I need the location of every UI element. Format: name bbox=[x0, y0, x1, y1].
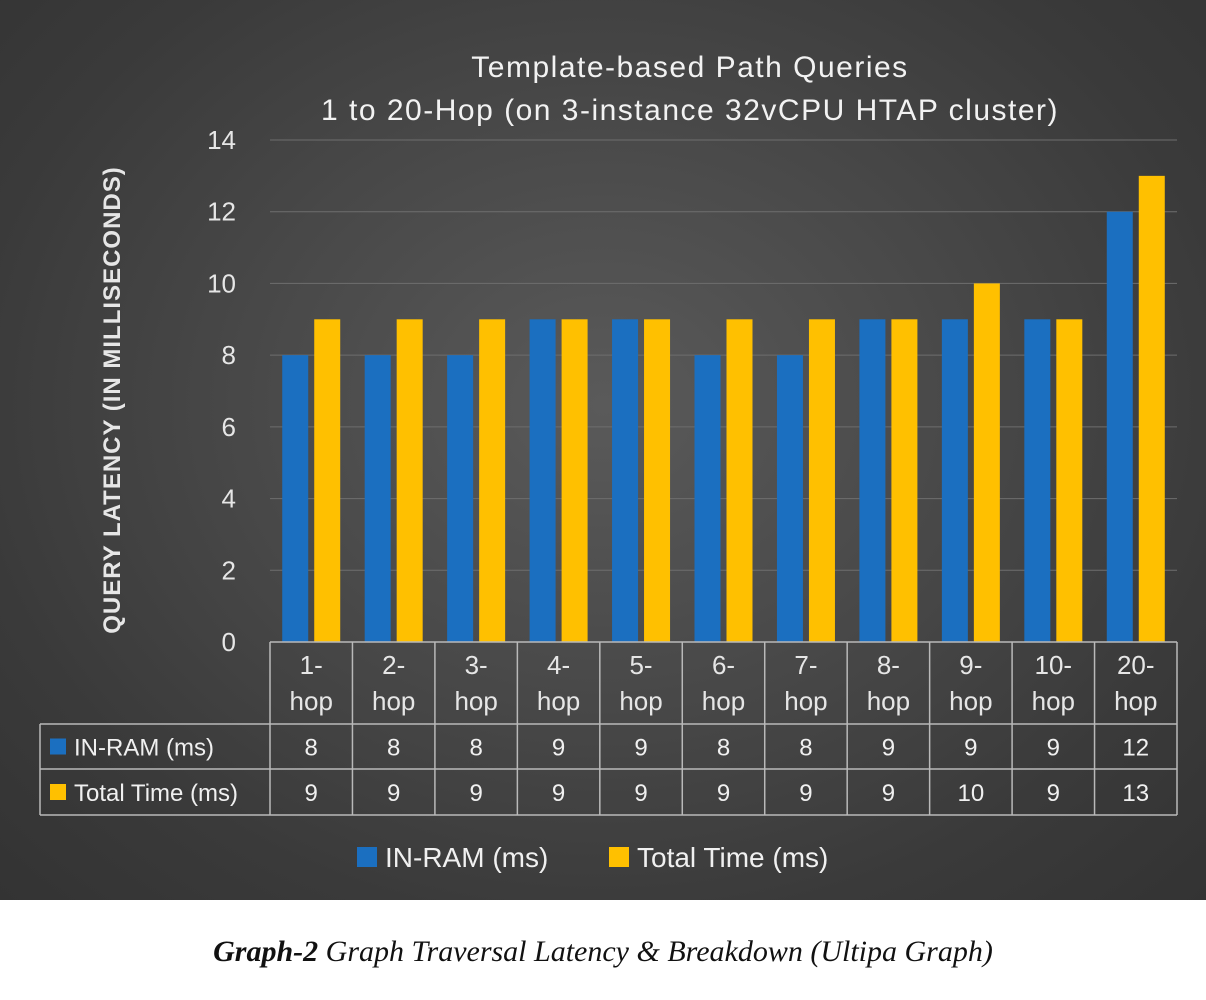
y-tick-label: 0 bbox=[222, 627, 236, 657]
x-tick-label: 7- bbox=[794, 650, 817, 680]
x-tick-label: hop bbox=[537, 686, 580, 716]
bar-total-time bbox=[891, 319, 918, 642]
legend-label-total-time: Total Time (ms) bbox=[637, 842, 828, 873]
table-cell-value: 10 bbox=[958, 780, 985, 807]
x-tick-label: 10- bbox=[1035, 650, 1073, 680]
table-cell-value: 12 bbox=[1122, 735, 1149, 762]
bar-total-time bbox=[479, 319, 506, 642]
table-cell-value: 9 bbox=[717, 780, 730, 807]
bar-total-time bbox=[396, 319, 423, 642]
y-tick-label: 6 bbox=[222, 412, 236, 442]
table-cell-value: 9 bbox=[1047, 780, 1060, 807]
legend-swatch-in-ram bbox=[357, 847, 377, 867]
x-tick-label: hop bbox=[619, 686, 662, 716]
x-tick-label: 5- bbox=[629, 650, 652, 680]
y-tick-label: 14 bbox=[207, 125, 236, 155]
legend-swatch-total-time bbox=[609, 847, 629, 867]
table-cell-value: 9 bbox=[552, 735, 565, 762]
table-cell-value: 8 bbox=[469, 735, 482, 762]
x-tick-label: hop bbox=[949, 686, 992, 716]
table-legend-key bbox=[50, 784, 66, 800]
figure-caption: Graph-2 Graph Traversal Latency & Breakd… bbox=[0, 935, 1206, 969]
bar-in-ram bbox=[1106, 211, 1133, 642]
table-cell-value: 9 bbox=[1047, 735, 1060, 762]
bar-in-ram bbox=[1024, 319, 1051, 642]
bar-total-time bbox=[1056, 319, 1083, 642]
table-row-header: IN-RAM (ms) bbox=[74, 735, 214, 762]
bar-in-ram bbox=[941, 319, 968, 642]
table-cell-value: 8 bbox=[305, 735, 318, 762]
bar-in-ram bbox=[859, 319, 886, 642]
table-cell-value: 8 bbox=[799, 735, 812, 762]
table-cell-value: 9 bbox=[882, 735, 895, 762]
chart-panel: Template-based Path Queries 1 to 20-Hop (… bbox=[0, 0, 1206, 900]
chart-subtitle: 1 to 20-Hop (on 3-instance 32vCPU HTAP c… bbox=[321, 94, 1059, 127]
bar-in-ram bbox=[694, 355, 721, 642]
table-cell-value: 9 bbox=[882, 780, 895, 807]
table-cell-value: 9 bbox=[305, 780, 318, 807]
x-tick-label: 3- bbox=[465, 650, 488, 680]
x-tick-label: 6- bbox=[712, 650, 735, 680]
y-tick-label: 2 bbox=[222, 555, 236, 585]
x-tick-label: hop bbox=[1032, 686, 1075, 716]
x-tick-label: 2- bbox=[382, 650, 405, 680]
x-tick-label: 9- bbox=[959, 650, 982, 680]
chart-title: Template-based Path Queries bbox=[471, 51, 908, 84]
table-legend-key bbox=[50, 738, 66, 755]
x-tick-label: hop bbox=[372, 686, 415, 716]
x-tick-label: hop bbox=[1114, 686, 1157, 716]
bar-total-time bbox=[808, 319, 835, 642]
x-tick-label: hop bbox=[784, 686, 827, 716]
bar-total-time bbox=[726, 319, 753, 642]
table-cell-value: 8 bbox=[717, 735, 730, 762]
table-cell-value: 13 bbox=[1122, 780, 1149, 807]
bar-in-ram bbox=[529, 319, 556, 642]
bar-in-ram bbox=[364, 355, 391, 642]
y-tick-label: 4 bbox=[222, 484, 236, 514]
y-tick-label: 10 bbox=[207, 268, 236, 298]
bar-in-ram bbox=[776, 355, 803, 642]
table-cell-value: 9 bbox=[799, 780, 812, 807]
bar-total-time bbox=[644, 319, 671, 642]
x-tick-label: 4- bbox=[547, 650, 570, 680]
y-tick-label: 8 bbox=[222, 340, 236, 370]
bar-in-ram bbox=[282, 355, 309, 642]
legend-label-in-ram: IN-RAM (ms) bbox=[385, 842, 548, 873]
table-cell-value: 9 bbox=[964, 735, 977, 762]
bar-total-time bbox=[973, 283, 1000, 642]
x-tick-label: 8- bbox=[877, 650, 900, 680]
x-tick-label: hop bbox=[702, 686, 745, 716]
table-cell-value: 9 bbox=[552, 780, 565, 807]
x-tick-label: hop bbox=[290, 686, 333, 716]
x-tick-label: hop bbox=[454, 686, 497, 716]
caption-label: Graph-2 bbox=[213, 935, 319, 968]
x-tick-label: 20- bbox=[1117, 650, 1155, 680]
table-cell-value: 9 bbox=[469, 780, 482, 807]
x-tick-label: hop bbox=[867, 686, 910, 716]
bar-in-ram bbox=[612, 319, 639, 642]
bar-in-ram bbox=[447, 355, 474, 642]
x-tick-label: 1- bbox=[300, 650, 323, 680]
table-cell-value: 9 bbox=[634, 735, 647, 762]
bar-total-time bbox=[561, 319, 588, 642]
table-cell-value: 9 bbox=[634, 780, 647, 807]
bar-total-time bbox=[314, 319, 341, 642]
table-row-header: Total Time (ms) bbox=[74, 780, 238, 807]
bar-total-time bbox=[1138, 175, 1165, 642]
bar-chart: Template-based Path Queries 1 to 20-Hop (… bbox=[39, 51, 1178, 873]
table-cell-value: 9 bbox=[387, 780, 400, 807]
table-cell-value: 8 bbox=[387, 735, 400, 762]
caption-text: Graph Traversal Latency & Breakdown (Ult… bbox=[318, 935, 993, 968]
y-axis-label: QUERY LATENCY (IN MILLISECONDS) bbox=[99, 166, 126, 633]
y-tick-label: 12 bbox=[207, 197, 236, 227]
